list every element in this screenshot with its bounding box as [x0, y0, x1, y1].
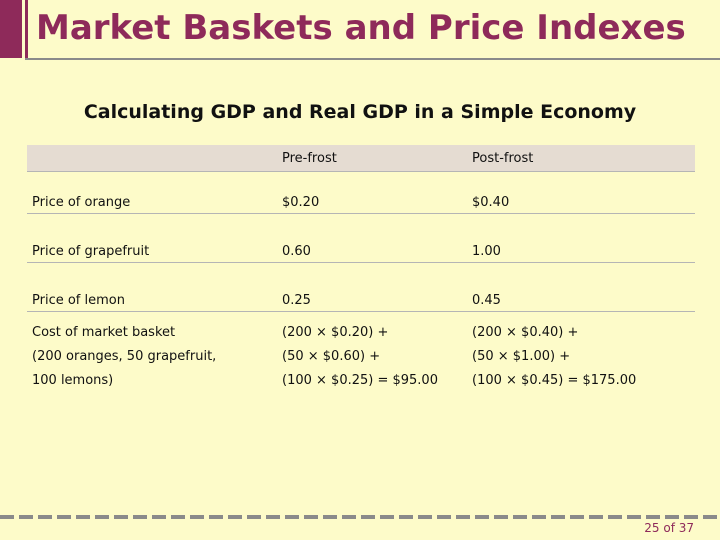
basket-pre-frost: (50 × $0.60) +	[282, 348, 381, 364]
column-header-pre-frost: Pre-frost	[277, 145, 467, 172]
basket-post-frost: (50 × $1.00) +	[472, 348, 571, 364]
row-label: Price of orange	[27, 191, 277, 214]
basket-label: 100 lemons)	[32, 372, 114, 388]
table-header-row: Pre-frost Post-frost	[27, 145, 695, 172]
page-number: 25 of 37	[644, 521, 694, 535]
table-spacer	[27, 214, 695, 241]
basket-row: Cost of market basket (200 × $0.20) + (2…	[27, 312, 695, 345]
table-row: Price of lemon 0.25 0.45	[27, 289, 695, 312]
cell-pre-frost: 0.25	[277, 289, 467, 312]
price-table: Pre-frost Post-frost Price of orange $0.…	[27, 145, 695, 392]
table-caption: Calculating GDP and Real GDP in a Simple…	[83, 101, 637, 123]
basket-post-frost: (100 × $0.45) = $175.00	[472, 372, 637, 388]
cell-pre-frost: $0.20	[277, 191, 467, 214]
basket-row: (200 oranges, 50 grapefruit, (50 × $0.60…	[27, 344, 695, 368]
row-label: Price of grapefruit	[27, 240, 277, 263]
table-spacer	[27, 172, 695, 192]
footer-divider	[0, 515, 720, 519]
row-label: Price of lemon	[27, 289, 277, 312]
table-spacer	[27, 263, 695, 290]
basket-post-frost: (200 × $0.40) +	[472, 324, 579, 340]
column-header-post-frost: Post-frost	[467, 145, 695, 172]
slide-title: Market Baskets and Price Indexes	[36, 8, 686, 48]
cell-post-frost: 0.45	[467, 289, 695, 312]
basket-pre-frost: (200 × $0.20) +	[282, 324, 389, 340]
title-divider	[25, 58, 720, 60]
title-accent-bar	[0, 0, 22, 58]
basket-label: (200 oranges, 50 grapefruit,	[32, 348, 217, 364]
table-row: Price of grapefruit 0.60 1.00	[27, 240, 695, 263]
title-accent-line	[25, 0, 28, 58]
basket-pre-frost: (100 × $0.25) = $95.00	[282, 372, 438, 388]
cell-post-frost: $0.40	[467, 191, 695, 214]
basket-row: 100 lemons) (100 × $0.25) = $95.00 (100 …	[27, 368, 695, 392]
basket-label: Cost of market basket	[32, 324, 176, 340]
column-header	[27, 145, 277, 172]
cell-post-frost: 1.00	[467, 240, 695, 263]
table-row: Price of orange $0.20 $0.40	[27, 191, 695, 214]
cell-pre-frost: 0.60	[277, 240, 467, 263]
